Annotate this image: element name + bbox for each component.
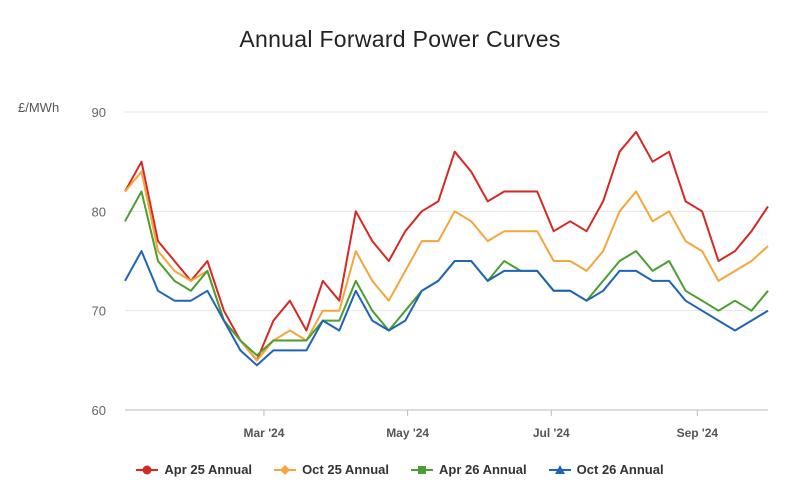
legend-item-apr26[interactable]: Apr 26 Annual — [411, 462, 527, 477]
axes: 60 70 80 90 Mar '24 May '24 Jul '24 Sep '24 — [92, 105, 719, 440]
legend-item-oct26[interactable]: Oct 26 Annual — [548, 462, 664, 477]
x-tick-label: Mar '24 — [244, 426, 285, 440]
y-tick-label: 70 — [92, 304, 106, 319]
series-group — [124, 130, 769, 367]
orange-diamond-icon — [274, 464, 297, 475]
legend: Apr 25 Annual Oct 25 Annual Apr 26 Annua… — [0, 462, 800, 477]
y-tick-label: 90 — [92, 105, 106, 120]
chart-title: Annual Forward Power Curves — [239, 26, 561, 52]
series-line-1 — [124, 130, 769, 362]
y-axis-label: £/MWh — [18, 100, 60, 115]
x-tick-label: May '24 — [386, 426, 429, 440]
x-tick-label: Sep '24 — [677, 426, 719, 440]
series-line-4 — [124, 250, 769, 367]
legend-label: Apr 25 Annual — [164, 462, 253, 477]
legend-label: Oct 26 Annual — [576, 462, 664, 477]
green-square-icon — [411, 465, 433, 474]
y-tick-label: 80 — [92, 204, 106, 219]
legend-item-apr25[interactable]: Apr 25 Annual — [136, 462, 252, 477]
grid-lines — [125, 111, 768, 411]
legend-label: Apr 26 Annual — [439, 462, 527, 477]
y-tick-label: 60 — [92, 403, 106, 418]
legend-label: Oct 25 Annual — [302, 462, 389, 477]
blue-triangle-icon — [548, 464, 571, 474]
legend-item-oct25[interactable]: Oct 25 Annual — [274, 462, 389, 477]
red-circle-icon — [136, 465, 159, 474]
x-tick-label: Jul '24 — [533, 426, 570, 440]
